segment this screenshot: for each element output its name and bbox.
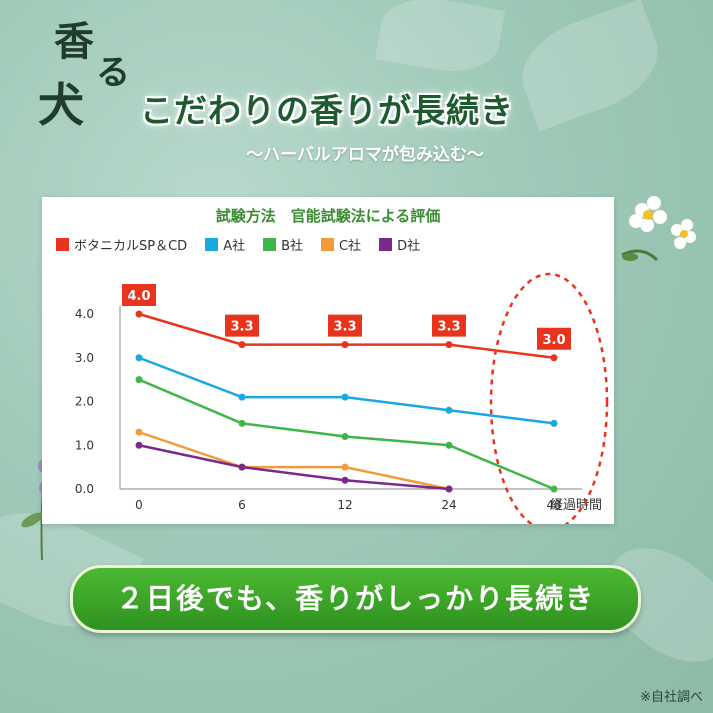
headline: こだわりの香りが長続き <box>140 91 514 130</box>
data-point <box>135 310 143 318</box>
data-label-box <box>432 314 466 337</box>
data-point <box>341 341 349 349</box>
x-tick-label: 48 <box>546 498 561 512</box>
legend-item: C社 <box>321 235 361 254</box>
data-point <box>238 419 246 427</box>
claim-banner: ２日後でも、香りがしっかり長続き <box>70 565 641 633</box>
x-tick-label: 12 <box>337 498 352 512</box>
x-tick-label: 24 <box>441 498 456 512</box>
data-point <box>445 441 453 449</box>
legend-swatch <box>56 238 69 251</box>
data-point <box>550 419 558 427</box>
chart-card: 試験方法 官能試験法による評価 ボタニカルSP＆CD A社 B社 C社 D社 0.0 1.… <box>42 197 614 524</box>
legend-item: ボタニカルSP＆CD <box>56 235 187 254</box>
data-point <box>135 441 143 449</box>
logo-char-2: る <box>96 53 130 93</box>
data-label: 4.0 <box>127 289 150 304</box>
x-axis-title: 経過時間 <box>550 498 602 513</box>
legend-label: D社 <box>397 239 421 254</box>
data-label: 3.3 <box>230 320 253 335</box>
data-point <box>238 393 246 401</box>
legend-swatch <box>263 238 277 251</box>
y-tick-label: 3.0 <box>75 351 94 365</box>
legend-label: ボタニカルSP＆CD <box>74 239 188 254</box>
highlight-ellipse <box>489 272 609 524</box>
data-point <box>135 428 143 436</box>
chart-title: 試験方法 官能試験法による評価 <box>215 207 441 225</box>
y-tick-label: 2.0 <box>75 395 94 409</box>
y-tick-label: 0.0 <box>75 482 94 496</box>
data-label-box <box>537 327 571 350</box>
x-tick-label: 0 <box>135 498 143 512</box>
y-tick-label: 4.0 <box>75 307 94 321</box>
data-point <box>135 354 143 362</box>
subtitle: 〜ハーバルアロマが包み込む〜 <box>246 145 484 165</box>
data-label-box <box>225 314 259 337</box>
x-tick-label: 6 <box>238 498 246 512</box>
legend-swatch <box>321 238 335 251</box>
data-point <box>550 354 558 362</box>
data-point <box>238 341 246 349</box>
footnote: ※自社調べ <box>640 690 703 705</box>
data-point <box>341 433 349 440</box>
data-point <box>341 393 349 401</box>
data-point <box>550 485 558 493</box>
legend-item: B社 <box>263 235 303 254</box>
chart-legend: ボタニカルSP＆CD A社 B社 C社 D社 <box>56 235 420 254</box>
legend-item: A社 <box>205 235 245 254</box>
data-point <box>341 476 349 484</box>
brand-logo: 香 る 犬 <box>24 18 144 138</box>
data-point <box>445 341 453 349</box>
data-point <box>445 485 453 493</box>
data-point <box>341 463 349 471</box>
data-label: 3.3 <box>437 320 460 335</box>
data-point <box>135 376 143 384</box>
legend-label: A社 <box>223 239 246 254</box>
logo-char-3: 犬 <box>38 78 84 132</box>
data-label-box <box>328 314 362 337</box>
legend-swatch <box>379 238 393 251</box>
series-line <box>138 430 450 491</box>
legend-swatch <box>205 238 219 251</box>
legend-item: D社 <box>379 235 420 254</box>
data-label: 3.0 <box>542 333 565 348</box>
y-tick-label: 1.0 <box>75 438 94 452</box>
legend-label: C社 <box>339 239 362 254</box>
background-leaf <box>374 0 506 80</box>
data-point <box>445 406 453 414</box>
series-line <box>138 444 450 491</box>
data-point <box>238 463 246 471</box>
data-label-box <box>122 284 156 306</box>
daisy-flowers-icon <box>621 195 697 262</box>
logo-char-1: 香 <box>54 18 94 65</box>
legend-label: B社 <box>281 239 304 254</box>
data-label: 3.3 <box>333 320 356 335</box>
